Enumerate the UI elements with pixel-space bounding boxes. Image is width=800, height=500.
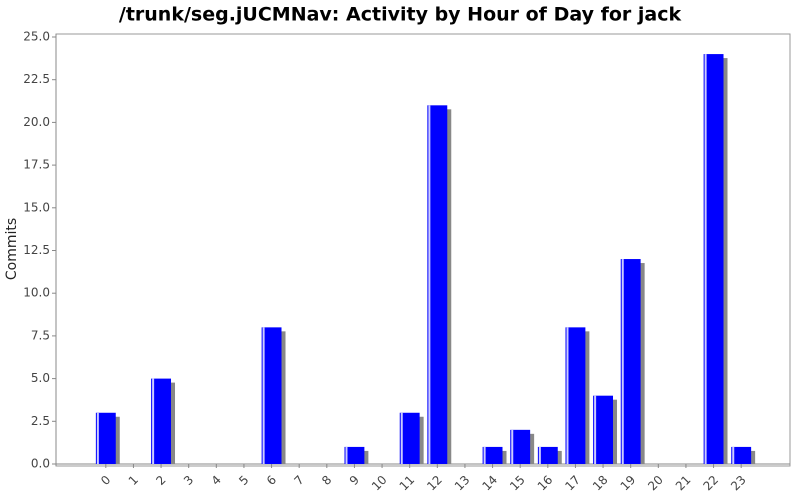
x-tick-label: 13	[452, 473, 473, 494]
y-tick-label: 2.5	[31, 414, 50, 428]
chart-title: /trunk/seg.jUCMNav: Activity by Hour of …	[119, 4, 682, 26]
x-tick-label: 3	[181, 473, 196, 488]
x-tick-label: 19	[618, 473, 639, 494]
bar-highlight	[96, 412, 99, 464]
bar-highlight	[511, 429, 514, 464]
y-tick-label: 22.5	[23, 72, 50, 86]
bar-highlight	[428, 105, 431, 464]
x-tick-label: 21	[673, 473, 694, 494]
bar-highlight	[262, 327, 265, 464]
x-tick-label: 8	[319, 473, 334, 488]
x-tick-label: 0	[98, 473, 113, 488]
bar	[344, 446, 365, 464]
y-tick-label: 25.0	[23, 30, 50, 44]
x-tick-label: 6	[264, 473, 279, 488]
bar	[151, 378, 172, 464]
bar	[565, 327, 586, 464]
bar-highlight	[538, 446, 541, 464]
bar	[95, 412, 116, 464]
x-tick-label: 14	[479, 473, 500, 494]
bar-highlight	[594, 395, 597, 464]
x-tick-label: 22	[700, 473, 721, 494]
y-tick-label: 5.0	[31, 371, 50, 385]
bar	[399, 412, 420, 464]
x-tick-label: 20	[645, 473, 666, 494]
bar-highlight	[400, 412, 403, 464]
bar-highlight	[566, 327, 569, 464]
bar	[593, 395, 614, 464]
x-tick-label: 18	[590, 473, 611, 494]
bar	[620, 259, 641, 464]
x-tick-label: 10	[369, 473, 390, 494]
y-tick-label: 15.0	[23, 200, 50, 214]
y-tick-label: 10.0	[23, 286, 50, 300]
bar-highlight	[704, 54, 707, 464]
x-tick-label: 17	[562, 473, 583, 494]
y-tick-label: 7.5	[31, 328, 50, 342]
x-tick-label: 23	[728, 473, 749, 494]
bar	[703, 54, 724, 464]
y-tick-label: 17.5	[23, 158, 50, 172]
bar-highlight	[345, 446, 348, 464]
x-tick-label: 16	[535, 473, 556, 494]
x-tick-label: 5	[236, 473, 251, 488]
bar	[537, 446, 558, 464]
bar-highlight	[152, 378, 155, 464]
bar	[510, 429, 531, 464]
bar-highlight	[732, 446, 735, 464]
x-tick-label: 15	[507, 473, 528, 494]
bar	[482, 446, 503, 464]
bar	[427, 105, 448, 464]
bar-highlight	[621, 259, 624, 464]
y-tick-label: 12.5	[23, 243, 50, 257]
y-axis-title: Commits	[4, 218, 20, 280]
x-tick-label: 7	[291, 473, 306, 488]
bar	[731, 446, 752, 464]
plot-area	[55, 33, 791, 467]
y-tick-label: 0.0	[31, 457, 50, 471]
y-tick-label: 20.0	[23, 115, 50, 129]
x-tick-label: 2	[153, 473, 168, 488]
x-tick-label: 1	[126, 473, 141, 488]
x-tick-label: 4	[209, 473, 224, 488]
bar	[261, 327, 282, 464]
x-tick-label: 11	[397, 473, 418, 494]
x-tick-label: 9	[347, 473, 362, 488]
x-tick-label: 12	[424, 473, 445, 494]
bar-highlight	[483, 446, 486, 464]
